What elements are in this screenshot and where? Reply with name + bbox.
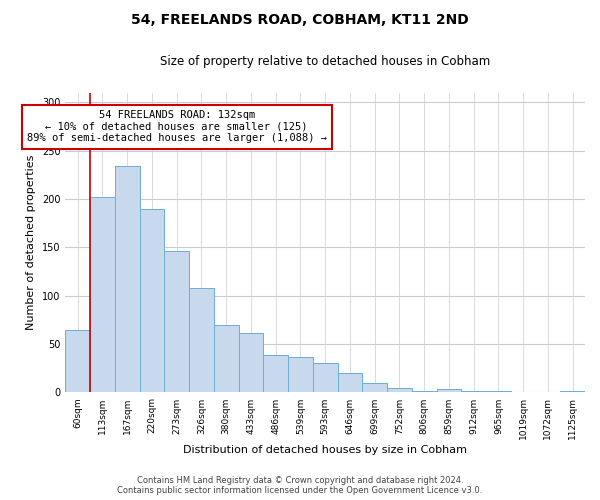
Bar [412, 390, 437, 392]
Bar [313, 364, 338, 392]
Y-axis label: Number of detached properties: Number of detached properties [26, 155, 37, 330]
Bar [214, 325, 239, 392]
Title: Size of property relative to detached houses in Cobham: Size of property relative to detached ho… [160, 55, 490, 68]
Text: 54, FREELANDS ROAD, COBHAM, KT11 2ND: 54, FREELANDS ROAD, COBHAM, KT11 2ND [131, 12, 469, 26]
Bar [387, 388, 412, 392]
Bar [65, 330, 90, 392]
Bar [263, 355, 288, 393]
Bar [140, 209, 164, 392]
Bar [338, 373, 362, 392]
Bar [90, 197, 115, 392]
Text: Contains HM Land Registry data © Crown copyright and database right 2024.
Contai: Contains HM Land Registry data © Crown c… [118, 476, 482, 495]
Bar [115, 166, 140, 392]
Bar [189, 288, 214, 393]
Bar [239, 334, 263, 392]
Text: 54 FREELANDS ROAD: 132sqm
← 10% of detached houses are smaller (125)
89% of semi: 54 FREELANDS ROAD: 132sqm ← 10% of detac… [27, 110, 327, 144]
Bar [164, 252, 189, 392]
Bar [362, 383, 387, 392]
Bar [437, 388, 461, 392]
X-axis label: Distribution of detached houses by size in Cobham: Distribution of detached houses by size … [183, 445, 467, 455]
Bar [288, 356, 313, 392]
